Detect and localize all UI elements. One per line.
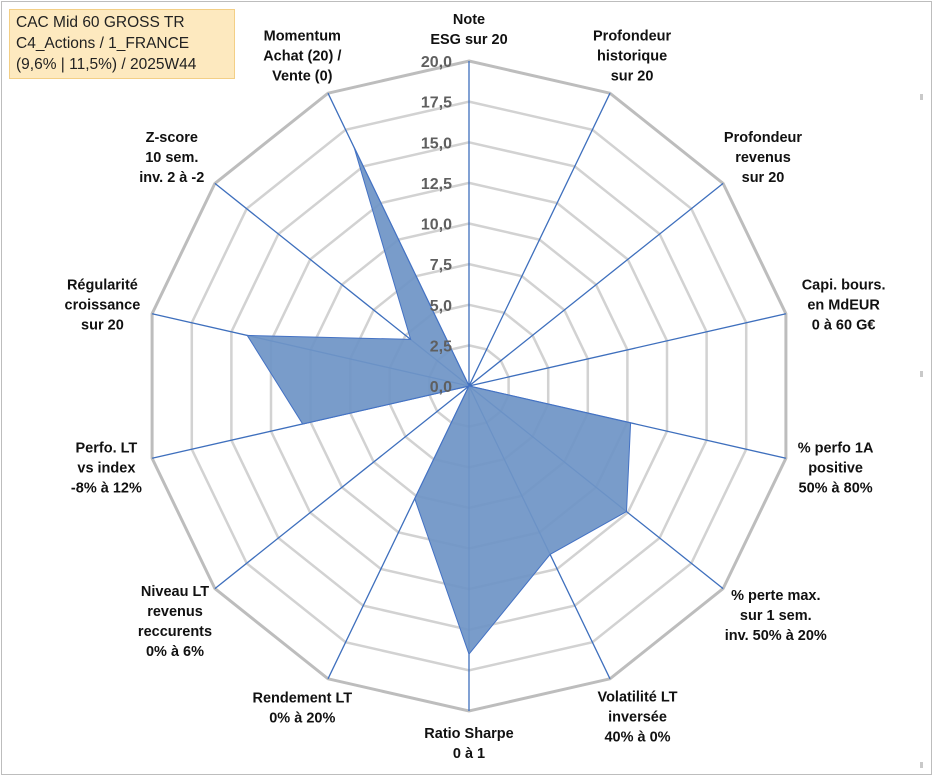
axis-label: Profondeur revenus sur 20 bbox=[724, 130, 802, 186]
axis-label: Z-score 10 sem. inv. 2 à -2 bbox=[139, 130, 204, 186]
axis-spoke bbox=[214, 385, 470, 590]
axis-label-line: inversée bbox=[608, 710, 667, 726]
axis-label-line: croissance bbox=[65, 297, 141, 313]
tick-label: 17,5 bbox=[421, 95, 452, 112]
axis-label-line: sur 20 bbox=[742, 170, 785, 186]
tick-label: 7,5 bbox=[430, 257, 452, 274]
axis-label-line: Ratio Sharpe bbox=[424, 726, 513, 742]
axis-label-line: revenus bbox=[147, 604, 203, 620]
axis-label-line: revenus bbox=[735, 150, 791, 166]
axis-label-line: Volatilité LT bbox=[597, 690, 677, 706]
title-line-3: (9,6% | 11,5%) / 2025W44 bbox=[16, 56, 197, 73]
axis-label: % perte max. sur 1 sem. inv. 50% à 20% bbox=[725, 588, 827, 644]
axis-label: Capi. bours. en MdEUR 0 à 60 G€ bbox=[802, 277, 886, 333]
tick-label: 12,5 bbox=[421, 176, 452, 193]
axis-label-line: 0 à 1 bbox=[453, 746, 485, 762]
title-line-2: C4_Actions / 1_FRANCE bbox=[16, 35, 190, 52]
axis-label-line: sur 20 bbox=[611, 68, 654, 84]
axis-label: Momentum Achat (20) / Vente (0) bbox=[263, 28, 341, 84]
axis-label-line: Achat (20) / bbox=[263, 48, 341, 64]
axis-label-line: Profondeur bbox=[593, 28, 671, 44]
series-area-polygon bbox=[246, 147, 632, 656]
axis-label-line: Capi. bours. bbox=[802, 277, 886, 293]
axis-label-line: reccurents bbox=[138, 624, 212, 640]
axis-label-line: inv. 50% à 20% bbox=[725, 628, 827, 644]
tick-label: 2,5 bbox=[430, 338, 452, 355]
chart-title-box: CAC Mid 60 GROSS TR C4_Actions / 1_FRANC… bbox=[9, 9, 235, 79]
axis-spoke bbox=[468, 313, 787, 387]
axis-label-line: % perte max. bbox=[731, 588, 820, 604]
axis-label-line: Perfo. LT bbox=[76, 441, 138, 457]
axis-label: Note ESG sur 20 bbox=[430, 12, 507, 48]
edge-marker bbox=[920, 94, 923, 100]
axis-label-line: Profondeur bbox=[724, 130, 802, 146]
axis-label-line: vs index bbox=[77, 461, 135, 477]
axis-label-line: Vente (0) bbox=[272, 68, 333, 84]
series-area bbox=[246, 147, 632, 656]
axis-label-line: sur 20 bbox=[81, 317, 124, 333]
edge-marker bbox=[920, 762, 923, 768]
tick-label: 15,0 bbox=[421, 135, 452, 152]
edge-marker bbox=[920, 371, 923, 377]
axis-label-line: 0% à 6% bbox=[146, 644, 204, 660]
axis-label: Rendement LT 0% à 20% bbox=[252, 691, 352, 727]
axis-label-line: -8% à 12% bbox=[71, 481, 142, 497]
axis-label: Ratio Sharpe 0 à 1 bbox=[424, 726, 513, 762]
axis-label-line: 10 sem. bbox=[145, 150, 198, 166]
axis-label-line: inv. 2 à -2 bbox=[139, 170, 204, 186]
axis-label: % perfo 1A positive 50% à 80% bbox=[798, 441, 874, 497]
axis-label-line: Rendement LT bbox=[252, 691, 352, 707]
axis-labels: Note ESG sur 20 Profondeur historique sur 20… bbox=[65, 12, 886, 762]
title-line-1: CAC Mid 60 GROSS TR bbox=[16, 14, 185, 31]
axis-spoke bbox=[468, 182, 724, 387]
axis-label: Régularité croissance sur 20 bbox=[65, 277, 141, 333]
axis-label: Perfo. LT vs index -8% à 12% bbox=[71, 441, 142, 497]
tick-label: 5,0 bbox=[430, 298, 452, 315]
axis-label-line: positive bbox=[808, 461, 863, 477]
axis-label-line: 40% à 0% bbox=[604, 730, 670, 746]
radial-tick-labels: 0,0 2,5 5,0 7,5 10,0 12,5 15,0 17,5 20,0 bbox=[421, 54, 452, 396]
axis-label-line: en MdEUR bbox=[807, 297, 880, 313]
axis-label-line: 50% à 80% bbox=[799, 481, 873, 497]
axis-label-line: ESG sur 20 bbox=[430, 32, 507, 48]
axis-label-line: Momentum bbox=[264, 28, 341, 44]
axis-label-line: sur 1 sem. bbox=[740, 608, 812, 624]
axis-spoke bbox=[468, 92, 611, 387]
axis-label-line: Niveau LT bbox=[141, 584, 209, 600]
tick-label: 20,0 bbox=[421, 54, 452, 71]
axis-label-line: historique bbox=[597, 48, 667, 64]
axis-label-line: Régularité bbox=[67, 277, 138, 293]
axis-label: Profondeur historique sur 20 bbox=[593, 28, 671, 84]
tick-label: 10,0 bbox=[421, 217, 452, 234]
axis-label-line: Note bbox=[453, 12, 485, 28]
axis-label-line: Z-score bbox=[146, 130, 198, 146]
tick-label: 0,0 bbox=[430, 379, 452, 396]
axis-label: Niveau LT revenus reccurents 0% à 6% bbox=[138, 584, 212, 660]
axis-label: Volatilité LT inversée 40% à 0% bbox=[597, 690, 677, 746]
axis-label-line: % perfo 1A bbox=[798, 441, 874, 457]
axis-label-line: 0 à 60 G€ bbox=[812, 317, 876, 333]
axis-label-line: 0% à 20% bbox=[269, 711, 335, 727]
